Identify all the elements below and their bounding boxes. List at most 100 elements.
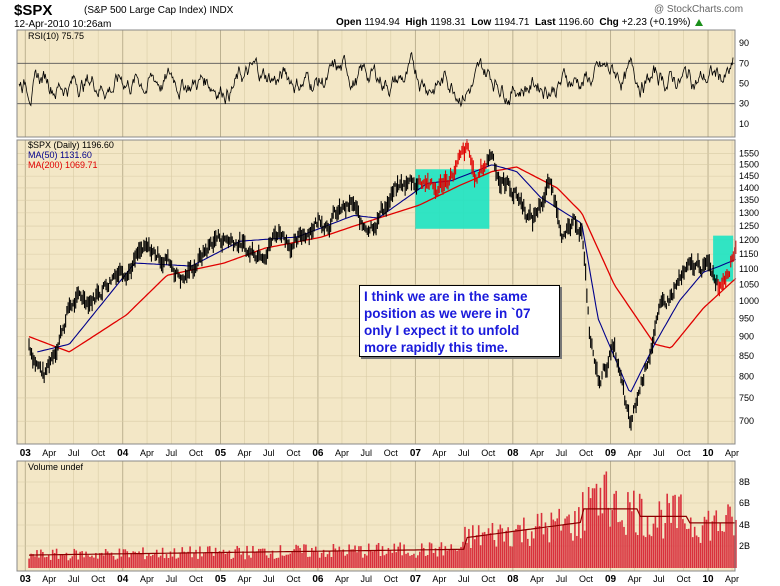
- last-value: 1196.60: [558, 17, 594, 28]
- volume-bar: [495, 546, 498, 568]
- volume-bar: [159, 555, 162, 568]
- volume-bar: [405, 553, 407, 568]
- volume-bar: [609, 526, 612, 568]
- x-tick-label: 04: [117, 574, 129, 585]
- volume-bar: [148, 553, 150, 568]
- volume-bar: [244, 559, 246, 568]
- rsi-series: [18, 51, 734, 108]
- volume-bar: [330, 556, 333, 568]
- volume-bar: [360, 546, 362, 568]
- volume-bar: [550, 512, 553, 568]
- volume-bar: [611, 510, 614, 568]
- volume-bar: [364, 553, 366, 568]
- volume-bar: [733, 535, 735, 568]
- volume-bar: [163, 558, 166, 568]
- volume-bar: [371, 551, 374, 568]
- volume-bar: [210, 551, 213, 568]
- volume-bar: [116, 558, 119, 568]
- volume-bar: [285, 554, 288, 568]
- volume-bar: [171, 556, 174, 568]
- volume-bar: [130, 552, 133, 568]
- volume-bar: [348, 544, 350, 568]
- open-value: 1194.94: [364, 17, 400, 28]
- volume-bar: [167, 557, 170, 568]
- volume-bar: [256, 551, 258, 568]
- volume-bar: [311, 547, 313, 568]
- volume-bar: [674, 494, 676, 568]
- volume-bar: [67, 560, 70, 568]
- x-tick-label: 09: [605, 574, 617, 585]
- y-tick-label: 1450: [739, 171, 759, 181]
- volume-bar: [252, 545, 254, 568]
- volume-bar: [124, 549, 127, 568]
- volume-bar: [293, 549, 295, 568]
- volume-bar: [434, 548, 437, 568]
- volume-bar: [108, 553, 111, 568]
- volume-bar: [102, 555, 105, 568]
- volume-bar: [636, 535, 639, 568]
- volume-bar: [485, 534, 488, 568]
- x-tick-label: Jul: [458, 448, 470, 458]
- volume-bar: [521, 542, 523, 568]
- volume-bar: [446, 550, 449, 568]
- volume-bar: [381, 546, 384, 568]
- volume-bar: [713, 515, 716, 568]
- volume-bar: [283, 555, 286, 568]
- y-tick-label: 850: [739, 351, 754, 361]
- ma200-line: [28, 166, 737, 353]
- volume-bar: [617, 522, 619, 568]
- volume-bar: [242, 551, 244, 568]
- volume-bar: [607, 507, 610, 568]
- volume-bar: [460, 546, 462, 568]
- volume-bar: [259, 548, 262, 568]
- symbol-description: (S&P 500 Large Cap Index) INDX: [84, 5, 234, 16]
- volume-bars: [28, 471, 737, 568]
- volume-bar: [350, 549, 352, 568]
- volume-bar: [658, 501, 661, 568]
- volume-bar: [595, 483, 598, 568]
- volume-bar: [75, 550, 78, 568]
- volume-bar: [638, 493, 641, 568]
- rsi-tick-label: 90: [739, 38, 749, 48]
- volume-bar: [93, 557, 95, 568]
- volume-bar: [680, 494, 682, 568]
- price-series: [28, 139, 737, 431]
- volume-bar: [218, 551, 221, 568]
- volume-bar: [570, 533, 572, 568]
- volume-bar: [534, 526, 537, 568]
- volume-bar: [28, 558, 30, 568]
- volume-bar: [558, 508, 561, 568]
- highlight-box-2010: [713, 235, 734, 282]
- volume-bar: [393, 543, 396, 568]
- volume-bar: [98, 553, 101, 568]
- x-tick-label: Oct: [189, 448, 204, 458]
- volume-bar: [318, 557, 321, 568]
- high-value: 1198.31: [430, 17, 466, 28]
- volume-bar: [42, 551, 44, 568]
- volume-bar: [312, 550, 315, 568]
- volume-bar: [240, 554, 242, 568]
- volume-bar: [686, 529, 688, 568]
- volume-bar: [717, 531, 720, 568]
- volume-bar: [578, 507, 580, 568]
- volume-bar: [589, 498, 592, 568]
- ma50-legend: MA(50) 1131.60: [28, 150, 92, 160]
- volume-bar: [564, 518, 566, 568]
- x-tick-label: Jul: [458, 574, 470, 584]
- volume-bar: [379, 556, 382, 568]
- volume-bar: [615, 490, 617, 568]
- volume-bar: [301, 552, 303, 568]
- chg-value: +2.23 (+0.19%): [621, 17, 691, 28]
- volume-bar: [340, 551, 343, 568]
- stockcharts-brand[interactable]: @ StockCharts.com: [654, 4, 744, 15]
- volume-bar: [369, 550, 372, 568]
- volume-bar: [682, 519, 684, 568]
- volume-bar: [670, 522, 672, 568]
- volume-bar: [415, 557, 417, 568]
- volume-bar: [79, 551, 81, 568]
- volume-bar: [432, 552, 435, 568]
- volume-bar: [699, 542, 702, 568]
- volume-bar: [47, 554, 50, 568]
- x-tick-label: 07: [410, 448, 422, 459]
- volume-tick-label: 4B: [739, 520, 750, 530]
